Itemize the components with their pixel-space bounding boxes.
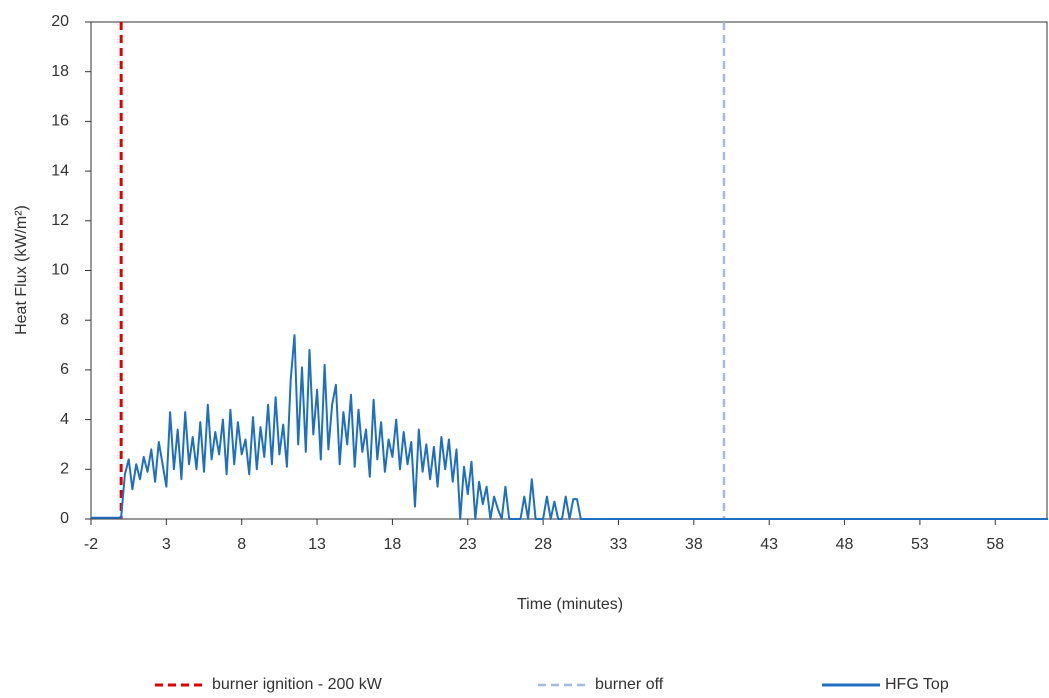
y-tick-label: 20 (51, 13, 69, 30)
x-tick-label: 58 (986, 536, 1004, 553)
x-tick-label: 48 (836, 536, 854, 553)
x-tick-label: 8 (237, 536, 246, 553)
y-axis-title: Heat Flux (kW/m²) (13, 205, 30, 335)
x-tick-label: 28 (534, 536, 552, 553)
y-tick-label: 0 (60, 510, 69, 527)
y-tick-label: 8 (60, 311, 69, 328)
y-tick-label: 12 (51, 212, 69, 229)
x-tick-label: 13 (308, 536, 326, 553)
x-tick-label: 43 (760, 536, 778, 553)
x-axis-title: Time (minutes) (517, 596, 623, 613)
y-tick-label: 6 (60, 361, 69, 378)
x-tick-label: 18 (384, 536, 402, 553)
legend-label: burner off (595, 676, 664, 693)
y-tick-label: 14 (51, 162, 69, 179)
y-tick-label: 4 (60, 411, 69, 428)
x-tick-label: 3 (162, 536, 171, 553)
y-tick-label: 2 (60, 461, 69, 478)
x-tick-label: 33 (610, 536, 628, 553)
x-tick-label: 23 (459, 536, 477, 553)
y-tick-label: 10 (51, 262, 69, 279)
y-tick-label: 18 (51, 63, 69, 80)
x-tick-label: 53 (911, 536, 929, 553)
legend-label: HFG Top (885, 676, 949, 693)
x-tick-label: 38 (685, 536, 703, 553)
plot-frame (90, 21, 1048, 520)
y-tick-label: 16 (51, 113, 69, 130)
x-tick-label: -2 (84, 536, 98, 553)
data-line (91, 334, 1048, 520)
legend-label: burner ignition - 200 kW (212, 676, 383, 693)
